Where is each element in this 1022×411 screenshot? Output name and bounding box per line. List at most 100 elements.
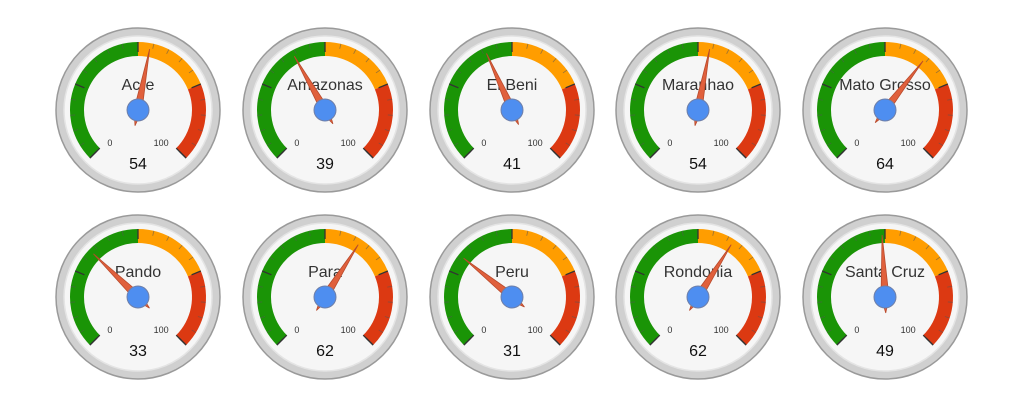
tick-label: 0 <box>854 325 859 335</box>
tick-mark <box>89 334 101 346</box>
minor-tick <box>260 316 266 319</box>
minor-tick <box>200 98 206 101</box>
minor-tick <box>639 142 645 146</box>
band <box>70 229 138 346</box>
minor-tick <box>913 236 917 242</box>
minor-tick <box>70 98 76 101</box>
minor-tick <box>757 129 763 132</box>
gauge-value: 62 <box>316 343 334 360</box>
tick-label: 100 <box>341 138 356 148</box>
needle-hub <box>126 98 150 122</box>
gauge-title: Peru <box>495 264 529 281</box>
minor-tick <box>495 230 498 236</box>
minor-tick <box>384 316 390 319</box>
minor-tick <box>552 58 557 63</box>
minor-tick <box>829 256 835 261</box>
minor-tick <box>188 69 194 74</box>
tick-mark <box>735 334 747 346</box>
minor-tick <box>106 49 110 55</box>
minor-tick <box>540 49 544 55</box>
major-tick <box>74 83 85 89</box>
minor-tick <box>820 129 826 132</box>
tick-mark <box>922 147 934 159</box>
band <box>363 83 393 159</box>
minor-tick <box>829 69 835 74</box>
minor-tick <box>191 142 197 146</box>
tick-mark <box>362 147 374 159</box>
minor-tick <box>925 245 930 250</box>
minor-tick <box>681 43 684 49</box>
band <box>325 229 388 277</box>
minor-tick <box>82 69 88 74</box>
tick-label: 100 <box>901 138 916 148</box>
major-tick <box>634 83 645 89</box>
minor-tick <box>375 256 381 261</box>
minor-tick <box>666 236 670 242</box>
tick-label: 100 <box>901 325 916 335</box>
major-tick <box>448 83 459 89</box>
band <box>176 83 207 159</box>
minor-tick <box>166 236 170 242</box>
tick-mark <box>175 147 187 159</box>
minor-tick <box>757 316 763 319</box>
band <box>550 83 580 159</box>
major-tick <box>938 83 949 89</box>
band <box>257 42 325 159</box>
minor-tick <box>453 142 459 146</box>
minor-tick <box>630 285 636 288</box>
major-tick <box>821 270 832 276</box>
tick-mark <box>836 147 848 159</box>
minor-tick <box>726 236 730 242</box>
major-tick <box>938 270 949 276</box>
major-tick <box>751 83 762 89</box>
needle-hub <box>873 285 897 309</box>
minor-tick <box>526 43 529 49</box>
minor-tick <box>574 285 580 288</box>
minor-tick <box>447 129 453 132</box>
tick-label: 0 <box>294 325 299 335</box>
minor-tick <box>562 256 568 261</box>
major-tick <box>821 83 832 89</box>
gauge-title: Pando <box>115 264 161 281</box>
minor-tick <box>79 329 85 333</box>
minor-tick <box>738 58 743 63</box>
tick-label: 100 <box>528 325 543 335</box>
minor-tick <box>308 43 311 49</box>
minor-tick <box>339 43 342 49</box>
tick-label: 0 <box>107 138 112 148</box>
minor-tick <box>751 142 757 146</box>
minor-tick <box>947 98 953 101</box>
minor-tick <box>748 69 754 74</box>
minor-tick <box>266 142 272 146</box>
gauge-title: Mato Grosso <box>839 77 931 94</box>
band <box>325 42 388 90</box>
minor-tick <box>571 129 577 132</box>
minor-tick <box>82 256 88 261</box>
band <box>817 42 885 159</box>
tick-label: 0 <box>481 138 486 148</box>
minor-tick <box>79 142 85 146</box>
tick-label: 100 <box>154 325 169 335</box>
minor-tick <box>751 329 757 333</box>
needle-hub <box>686 285 710 309</box>
minor-tick <box>944 129 950 132</box>
gauge-title: Amazonas <box>287 77 363 94</box>
minor-tick <box>257 98 263 101</box>
minor-tick <box>293 49 297 55</box>
minor-tick <box>630 98 636 101</box>
needle-hub <box>313 98 337 122</box>
minor-tick <box>712 43 715 49</box>
gauge-title: Rondonia <box>664 264 733 281</box>
minor-tick <box>378 329 384 333</box>
needle-hub <box>686 98 710 122</box>
band <box>363 270 393 346</box>
gauge-value: 49 <box>876 343 894 360</box>
needle-hub <box>313 285 337 309</box>
gauge-title: El Beni <box>487 77 538 94</box>
band <box>817 229 885 346</box>
needle-hub <box>126 285 150 309</box>
tick-mark <box>549 334 561 346</box>
major-tick <box>634 270 645 276</box>
band <box>885 229 948 277</box>
band <box>512 229 575 277</box>
